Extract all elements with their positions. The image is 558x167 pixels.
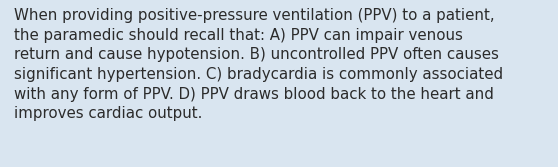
Text: When providing positive-pressure ventilation (PPV) to a patient,
the paramedic s: When providing positive-pressure ventila… [14,8,503,121]
